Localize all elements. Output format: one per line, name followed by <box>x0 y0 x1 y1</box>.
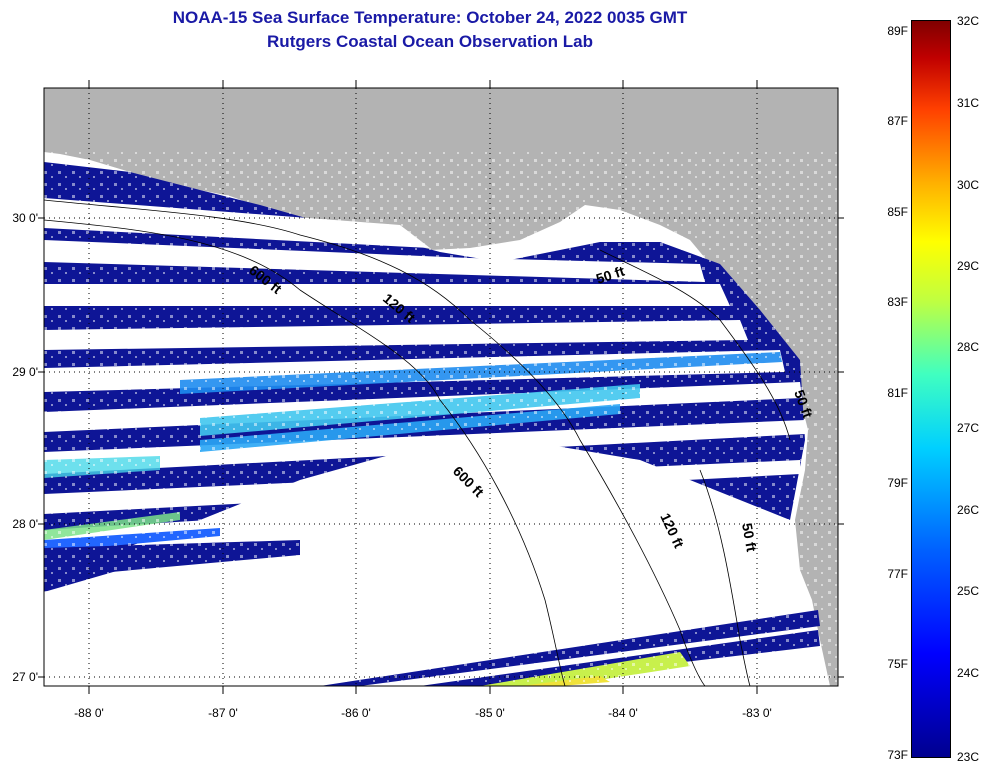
chart-subtitle: Rutgers Coastal Ocean Observation Lab <box>267 32 593 51</box>
colorbar-c-label: 28C <box>957 340 980 354</box>
colorbar-c-label: 25C <box>957 584 980 598</box>
sst-swaths <box>44 150 838 686</box>
colorbar-c-label: 29C <box>957 259 980 273</box>
lon-label: -86 0' <box>341 706 371 720</box>
depth-contours <box>44 199 791 686</box>
map-frame <box>43 87 839 687</box>
colorbar-f-label: 75F <box>887 657 908 671</box>
lon-label: -83 0' <box>742 706 772 720</box>
contour-label: 50 ft <box>739 522 760 553</box>
colorbar-c-label: 30C <box>957 178 980 192</box>
colorbar-f-label: 85F <box>887 205 908 219</box>
colorbar-c-label: 24C <box>957 666 980 680</box>
colorbar-c-label: 23C <box>957 750 980 764</box>
colorbar-f-label: 73F <box>887 748 908 762</box>
colorbar-f-label: 83F <box>887 295 908 309</box>
lat-label: 30 0' <box>12 211 38 225</box>
lon-label: -84 0' <box>608 706 638 720</box>
lat-label: 27 0' <box>12 670 38 684</box>
chart-title: NOAA-15 Sea Surface Temperature: October… <box>172 8 688 27</box>
colorbar-c-label: 26C <box>957 503 980 517</box>
colorbar-c-label: 27C <box>957 421 980 435</box>
colorbar-f-label: 87F <box>887 114 908 128</box>
lon-label: -87 0' <box>208 706 238 720</box>
lat-label: 29 0' <box>12 365 38 379</box>
colorbar-f-label: 77F <box>887 567 908 581</box>
colorbar-c-label: 32C <box>957 14 980 28</box>
lon-label: -85 0' <box>475 706 505 720</box>
colorbar-f-label: 81F <box>887 386 908 400</box>
lon-label: -88 0' <box>74 706 104 720</box>
axis-ticks <box>38 80 844 694</box>
colorbar-f-label: 79F <box>887 476 908 490</box>
colorbar-c-label: 31C <box>957 96 980 110</box>
lat-label: 28 0' <box>12 517 38 531</box>
colorbar-f-label: 89F <box>887 24 908 38</box>
temperature-colorbar <box>911 20 951 758</box>
sst-map: 600 ft 120 ft 50 ft 50 ft 600 ft 120 ft … <box>38 80 844 694</box>
